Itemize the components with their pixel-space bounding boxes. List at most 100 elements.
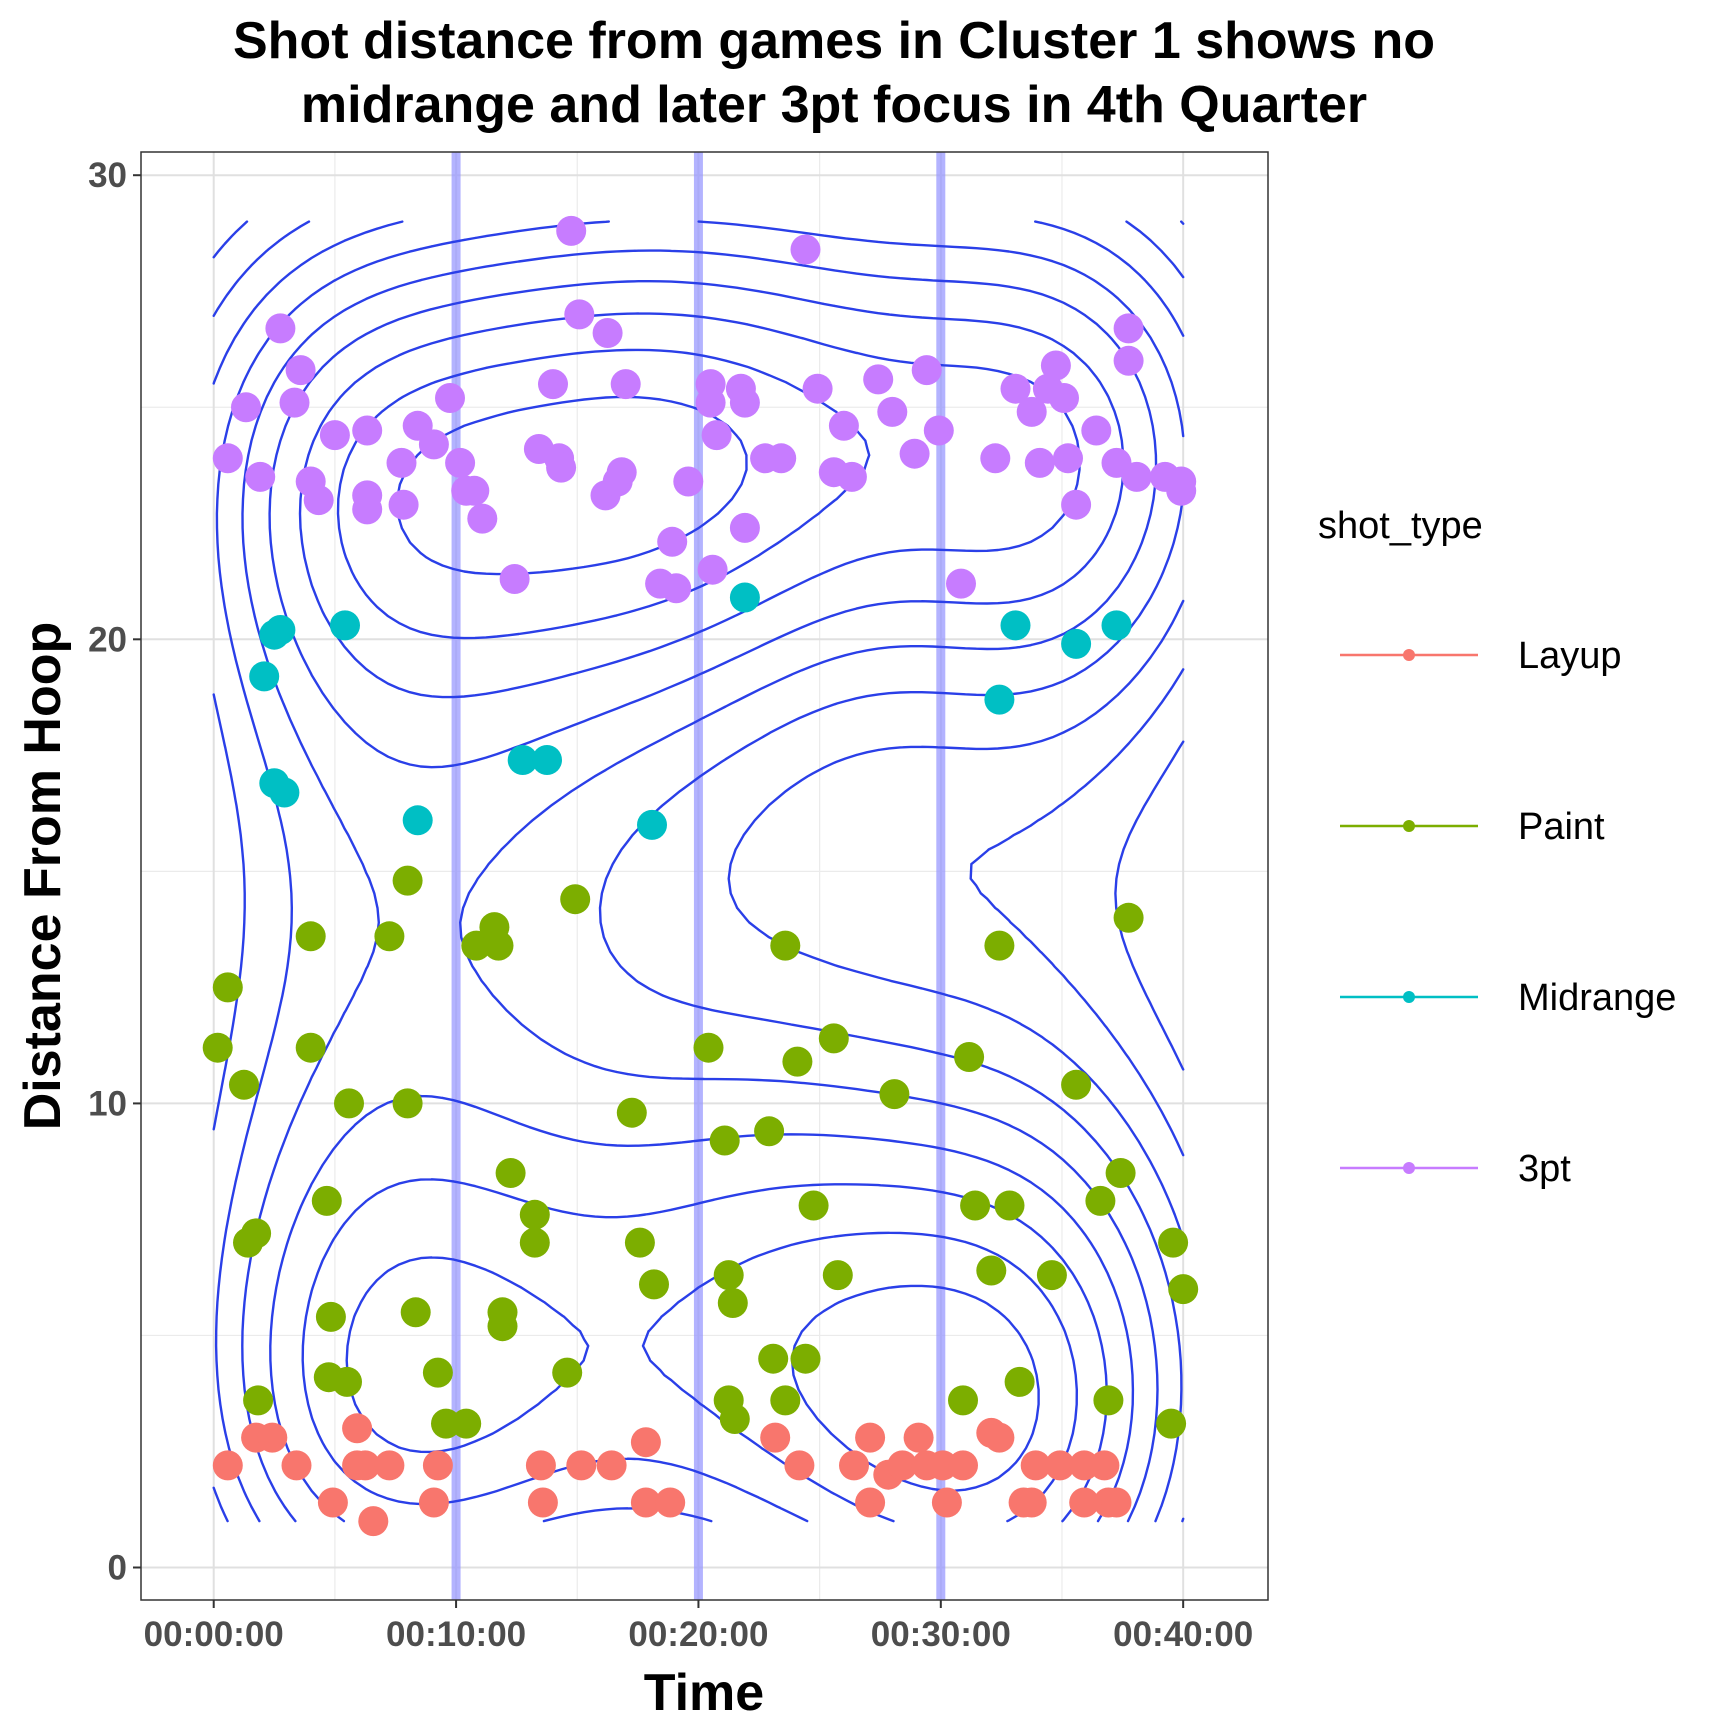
point-3pt <box>697 554 728 585</box>
y-axis-title: Distance From Hoop <box>14 622 72 1131</box>
point-3pt <box>1049 383 1079 413</box>
y-tick-label: 10 <box>88 1084 127 1123</box>
point-paint <box>334 1088 364 1119</box>
point-paint <box>1004 1366 1035 1397</box>
legend-marker-3pt <box>1403 1162 1415 1174</box>
point-3pt <box>564 299 595 330</box>
point-midrange <box>249 661 280 692</box>
point-paint <box>754 1116 785 1147</box>
point-layup <box>1101 1487 1132 1518</box>
point-layup <box>1020 1450 1051 1481</box>
x-tick-label: 00:40:00 <box>1113 1615 1253 1654</box>
point-midrange <box>265 615 296 645</box>
point-layup <box>948 1450 978 1481</box>
point-3pt <box>1016 396 1047 427</box>
point-paint <box>693 1032 724 1063</box>
point-3pt <box>729 387 760 418</box>
point-3pt <box>899 438 930 469</box>
point-paint <box>374 921 405 952</box>
point-paint <box>790 1343 821 1374</box>
point-paint <box>798 1190 829 1221</box>
point-paint <box>713 1260 744 1291</box>
point-3pt <box>673 466 704 497</box>
point-paint <box>519 1199 550 1230</box>
point-layup <box>903 1422 934 1453</box>
point-3pt <box>279 387 310 418</box>
point-3pt <box>766 443 797 474</box>
point-3pt <box>212 443 243 474</box>
point-layup <box>527 1487 558 1518</box>
point-layup <box>784 1450 815 1481</box>
density-contour <box>212 220 1185 1523</box>
point-3pt <box>592 318 623 348</box>
point-paint <box>639 1269 669 1300</box>
point-paint <box>822 1260 853 1291</box>
point-midrange <box>330 610 360 641</box>
title-line: midrange and later 3pt focus in 4th Quar… <box>301 76 1367 134</box>
point-3pt <box>418 429 449 460</box>
point-3pt <box>828 410 859 441</box>
plot-panel <box>140 151 1269 1601</box>
point-paint <box>241 1218 272 1249</box>
point-3pt <box>1040 350 1071 381</box>
point-layup <box>1089 1450 1120 1481</box>
point-layup <box>566 1450 597 1481</box>
point-paint <box>948 1385 978 1416</box>
point-3pt <box>836 461 867 492</box>
point-3pt <box>790 234 821 265</box>
point-3pt <box>245 461 276 492</box>
point-paint <box>229 1069 259 1100</box>
point-layup <box>1016 1487 1047 1518</box>
point-layup <box>257 1422 288 1453</box>
point-layup <box>931 1487 962 1518</box>
point-paint <box>782 1046 813 1077</box>
point-layup <box>418 1487 449 1518</box>
point-layup <box>630 1427 661 1458</box>
point-paint <box>770 930 801 961</box>
point-paint <box>487 1297 518 1328</box>
point-paint <box>392 865 423 896</box>
point-3pt <box>352 415 383 446</box>
legend-label-layup: Layup <box>1518 635 1622 677</box>
point-midrange <box>532 745 562 775</box>
point-3pt <box>467 503 498 534</box>
legend-marker-midrange <box>1403 991 1415 1003</box>
point-3pt <box>445 447 476 478</box>
point-layup <box>596 1450 627 1481</box>
point-paint <box>519 1227 550 1258</box>
point-3pt <box>661 573 692 604</box>
point-layup <box>855 1422 886 1453</box>
x-axis-title: Time <box>644 1664 764 1722</box>
point-3pt <box>499 564 530 594</box>
point-paint <box>295 921 326 952</box>
point-paint <box>1113 902 1144 933</box>
point-midrange <box>507 745 538 775</box>
point-3pt <box>556 215 587 246</box>
point-3pt <box>610 369 641 400</box>
density-contour <box>212 220 1185 1071</box>
point-3pt <box>695 387 726 418</box>
point-paint <box>994 1190 1025 1221</box>
x-tick-label: 00:10:00 <box>386 1615 526 1654</box>
point-3pt <box>1024 447 1055 478</box>
y-tick-label: 0 <box>108 1549 127 1588</box>
point-paint <box>400 1297 431 1328</box>
point-3pt <box>1053 443 1083 474</box>
point-layup <box>655 1487 686 1518</box>
x-axis: 00:00:00 00:10:00 00:20:00 00:30:00 00:40:00 <box>144 1600 1253 1654</box>
point-paint <box>1156 1408 1187 1439</box>
point-paint <box>483 930 514 961</box>
point-3pt <box>1166 475 1197 506</box>
y-axis: 0 10 20 30 <box>88 156 141 1588</box>
point-3pt <box>923 415 954 446</box>
legend-label-midrange: Midrange <box>1518 977 1676 1019</box>
point-layup <box>1045 1450 1075 1481</box>
point-layup <box>342 1413 373 1444</box>
point-paint <box>422 1357 453 1388</box>
x-tick-label: 00:00:00 <box>144 1615 284 1654</box>
point-3pt <box>265 313 296 344</box>
point-3pt <box>388 489 419 520</box>
point-paint <box>1168 1274 1199 1305</box>
point-layup <box>212 1450 243 1481</box>
point-3pt <box>538 369 568 400</box>
